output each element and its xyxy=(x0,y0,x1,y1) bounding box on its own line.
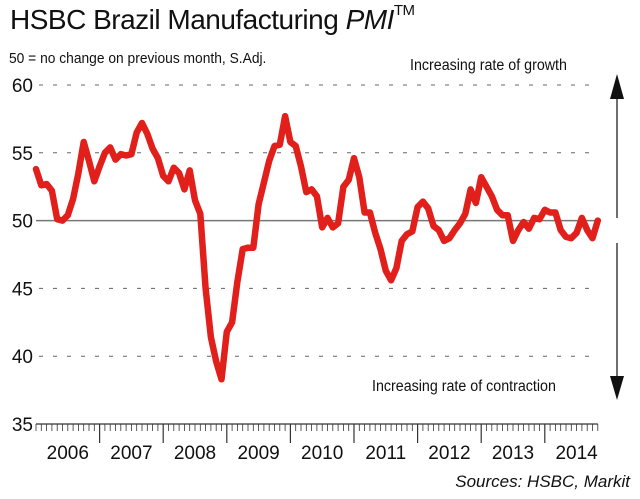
title-text: HSBC Brazil Manufacturing xyxy=(10,4,339,35)
y-tick-label-45: 45 xyxy=(12,279,33,300)
x-tick-label-2009: 2009 xyxy=(237,443,279,464)
y-tick-label-55: 55 xyxy=(12,144,33,165)
y-tick-label-40: 40 xyxy=(12,347,33,368)
x-tick-label-2010: 2010 xyxy=(301,443,343,464)
chart-subtitle: 50 = no change on previous month, S.Adj. xyxy=(9,50,267,67)
annotation-contraction: Increasing rate of contraction xyxy=(372,378,556,395)
x-tick-label-2013: 2013 xyxy=(492,443,534,464)
x-tick-label-2014: 2014 xyxy=(555,443,598,464)
x-tick-label-2011: 2011 xyxy=(365,443,406,464)
source-note: Sources: HSBC, Markit xyxy=(455,472,630,491)
series-line-pmi xyxy=(32,112,602,383)
x-tick-label-2012: 2012 xyxy=(428,443,470,464)
x-tick-label-2007: 2007 xyxy=(110,443,152,464)
chart-title: HSBC Brazil Manufacturing PMITM xyxy=(10,2,415,36)
annotation-growth: Increasing rate of growth xyxy=(410,57,567,74)
title-pmi: PMI xyxy=(345,4,395,35)
y-tick-label-60: 60 xyxy=(12,76,33,97)
x-tick-label-2006: 2006 xyxy=(47,443,89,464)
x-tick-label-2008: 2008 xyxy=(174,443,216,464)
growth-arrow-head xyxy=(610,74,624,99)
y-tick-label-50: 50 xyxy=(12,212,33,233)
contraction-arrow-head xyxy=(610,376,624,400)
y-tick-label-35: 35 xyxy=(12,415,33,436)
trademark-mark: TM xyxy=(393,2,415,19)
